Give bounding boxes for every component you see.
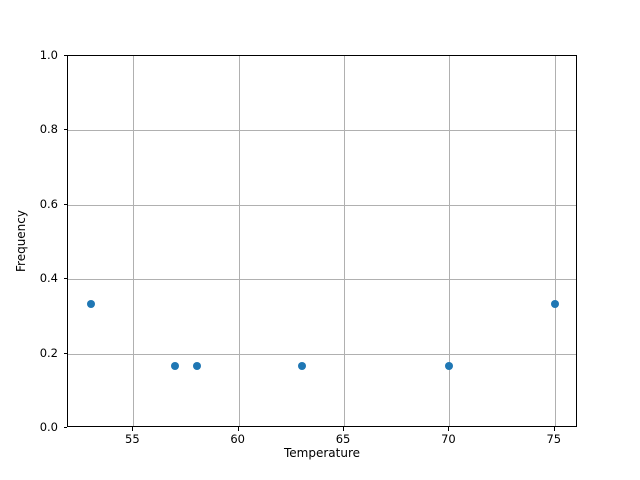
x-tick-mark (343, 427, 345, 431)
y-tick-mark (63, 278, 67, 280)
gridline-vertical (133, 56, 135, 426)
y-tick-label: 1.0 (39, 48, 58, 62)
y-tick-mark (63, 55, 67, 56)
gridline-horizontal (68, 204, 576, 206)
gridline-vertical (554, 56, 556, 426)
data-point (445, 361, 454, 370)
x-tick-label: 70 (441, 432, 456, 446)
data-point (550, 300, 559, 309)
y-axis-label: Frequency (14, 210, 28, 272)
data-point (192, 361, 201, 370)
x-tick-label: 65 (335, 432, 351, 446)
x-axis-label: Temperature (283, 446, 361, 460)
gridline-vertical (449, 56, 451, 426)
x-tick-mark (553, 427, 555, 431)
x-tick-label: 75 (546, 432, 562, 446)
x-tick-label: 55 (125, 432, 140, 446)
y-tick-mark (63, 427, 67, 428)
y-tick-label: 0.8 (39, 122, 58, 137)
y-tick-label: 0.0 (39, 420, 58, 434)
data-point (87, 300, 96, 309)
gridline-vertical (238, 56, 240, 426)
x-tick-label: 60 (230, 432, 246, 446)
y-tick-mark (63, 203, 67, 205)
gridline-horizontal (68, 130, 576, 132)
data-point (171, 361, 180, 370)
x-tick-mark (132, 427, 134, 431)
gridline-vertical (344, 56, 346, 426)
y-tick-label: 0.6 (39, 196, 58, 211)
y-tick-label: 0.2 (39, 345, 58, 360)
data-point (297, 361, 306, 370)
y-tick-mark (63, 352, 67, 354)
plot-axes-area (67, 55, 577, 427)
gridline-horizontal (68, 353, 576, 355)
gridline-horizontal (68, 279, 576, 281)
x-tick-mark (237, 427, 239, 431)
x-tick-mark (448, 427, 450, 431)
y-tick-label: 0.4 (39, 271, 58, 286)
y-tick-mark (63, 129, 67, 131)
